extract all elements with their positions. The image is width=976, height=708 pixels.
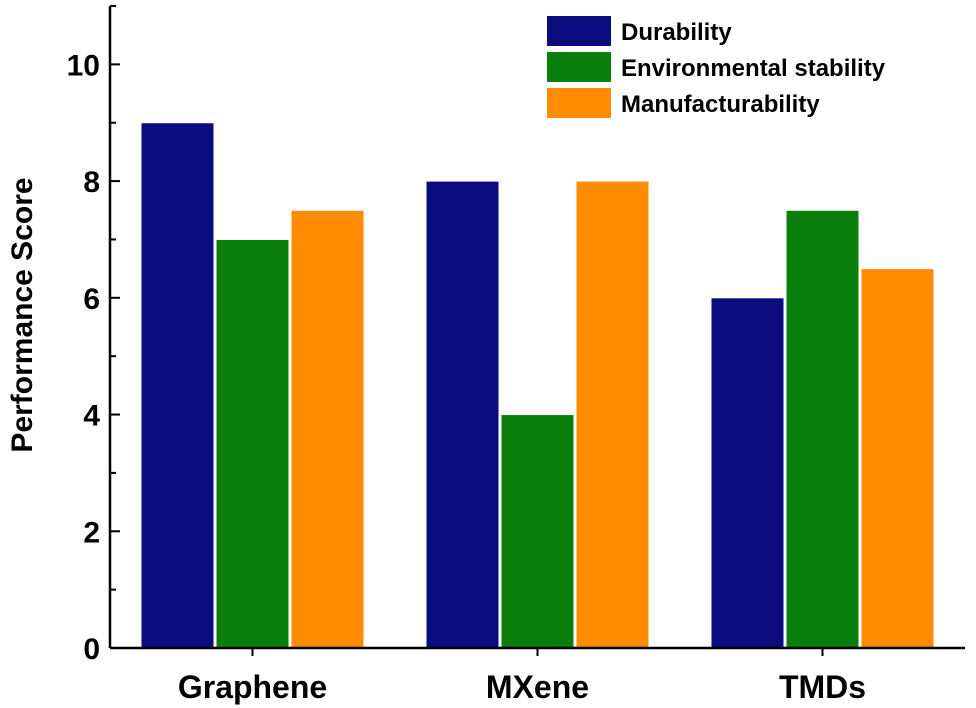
y-tick-label: 2 bbox=[83, 516, 100, 549]
bar-mxene-environmental-stability bbox=[500, 414, 575, 649]
bar-tmds-environmental-stability bbox=[785, 209, 860, 649]
y-axis-title: Performance Score bbox=[6, 177, 39, 452]
axes-layer: Graphene MXene TMDs 0 2 4 6 8 10 bbox=[67, 5, 965, 705]
x-tick-label: Graphene bbox=[178, 669, 327, 705]
bar-tmds-manufacturability bbox=[860, 268, 935, 649]
legend-swatch bbox=[547, 16, 611, 46]
bar-graphene-durability bbox=[140, 122, 215, 649]
bar-tmds-durability bbox=[710, 297, 785, 649]
legend: Durability Environmental stability Manufac… bbox=[547, 16, 886, 118]
legend-label: Manufacturability bbox=[621, 91, 820, 118]
x-tick-label: TMDs bbox=[779, 669, 866, 705]
legend-label: Environmental stability bbox=[621, 55, 886, 82]
x-tick-label: MXene bbox=[486, 669, 589, 705]
y-tick-label: 6 bbox=[83, 283, 100, 316]
bar-mxene-durability bbox=[425, 180, 500, 649]
legend-swatch bbox=[547, 52, 611, 82]
legend-label: Durability bbox=[621, 19, 732, 46]
bars-layer bbox=[140, 122, 935, 649]
legend-swatch bbox=[547, 88, 611, 118]
bar-mxene-manufacturability bbox=[575, 180, 650, 649]
bar-graphene-environmental-stability bbox=[215, 238, 290, 649]
y-tick-label: 10 bbox=[67, 49, 100, 82]
y-tick-label: 8 bbox=[83, 166, 100, 199]
bar-graphene-manufacturability bbox=[290, 209, 365, 649]
y-tick-label: 4 bbox=[83, 400, 100, 433]
y-tick-label: 0 bbox=[83, 633, 100, 666]
